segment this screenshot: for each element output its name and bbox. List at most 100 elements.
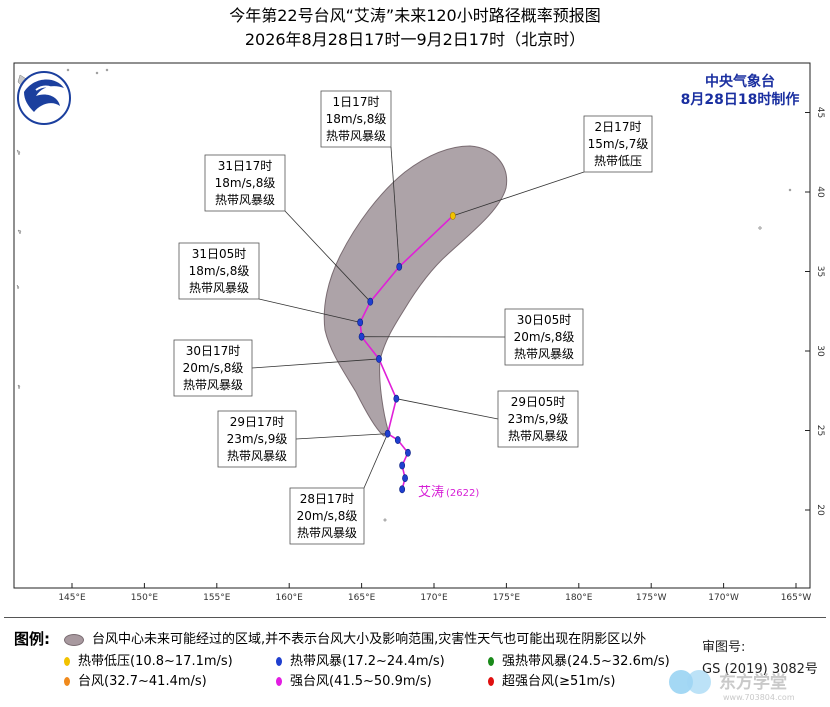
callout-frame [217, 410, 297, 468]
legend-cone: 台风中心未来可能经过的区域,并不表示台风大小及影响范围,灾害性天气也可能出现在阴… [64, 628, 646, 647]
legend-item: 热带低压(10.8~17.1m/s) [64, 650, 233, 669]
callout-level: 热带风暴级 [227, 449, 287, 463]
cma-logo [17, 71, 71, 125]
latitude-labels: 20 25 30 35 40 45 [815, 107, 825, 516]
legend-dot [276, 677, 282, 686]
callout-time: 28日17时 [300, 492, 355, 506]
callout-level: 热带风暴级 [215, 193, 275, 207]
legend-label: 超强台风(≥51m/s) [502, 674, 616, 689]
lon-label: 155°E [203, 593, 231, 603]
callout-leaders [251, 146, 585, 489]
callout-level: 热带风暴级 [508, 429, 568, 443]
longitude-labels: 145°E 150°E 155°E 160°E 165°E 170°E 175°E 180°E… [58, 593, 811, 603]
callout-frame [173, 339, 253, 397]
lon-label: 175°E [493, 593, 521, 603]
legend-label: 台风(32.7~41.4m/s) [78, 674, 207, 689]
lat-label: 30 [815, 345, 825, 357]
legend-cone-text: 台风中心未来可能经过的区域,并不表示台风大小及影响范围,灾害性天气也可能出现在阴… [92, 632, 647, 647]
track-point [405, 448, 411, 457]
callout-wind: 18m/s,8级 [215, 176, 276, 190]
callout-time: 29日17时 [230, 415, 285, 429]
callout-frame [320, 90, 392, 148]
legend-item: 台风(32.7~41.4m/s) [64, 670, 207, 689]
callout-time: 30日05时 [517, 313, 572, 327]
track-point [396, 262, 403, 271]
callout-wind: 20m/s,8级 [514, 330, 575, 344]
watermark-url: www.703804.com [723, 693, 795, 702]
legend-dot [64, 657, 70, 666]
watermark-text: 东方学堂 [719, 672, 787, 693]
callout-time: 2日17时 [595, 120, 642, 134]
callout-frame [504, 308, 584, 366]
callout-wind: 18m/s,8级 [189, 264, 250, 278]
lon-label: 170°E [420, 593, 448, 603]
lat-label: 40 [815, 186, 825, 198]
callout-frame [583, 115, 653, 173]
callout-wind: 18m/s,8级 [326, 112, 387, 126]
typhoon-name: 艾涛 [418, 484, 444, 500]
lon-label: 150°E [131, 593, 159, 603]
callout-level: 热带风暴级 [183, 378, 243, 392]
legend-panel [4, 617, 826, 704]
legend-dot [488, 657, 494, 666]
lat-label: 20 [815, 504, 825, 516]
track-point [393, 394, 400, 403]
cone-swatch [64, 633, 84, 646]
callout-leader [251, 358, 380, 369]
track-point [399, 461, 406, 470]
map-title: 今年第22号台风“艾涛”未来120小时路径概率预报图 [229, 6, 601, 25]
review-number: GS (2019) 3082号 [702, 662, 818, 677]
legend-label: 强热带风暴(24.5~32.6m/s) [502, 654, 670, 669]
callout-wind: 20m/s,8级 [183, 361, 244, 375]
callout-level: 热带低压 [594, 154, 642, 168]
watermark-logo: 东方学堂 www.703804.com [669, 670, 795, 702]
callout-frame [178, 242, 260, 300]
callout-leader [452, 171, 585, 217]
lon-label: 170°W [708, 593, 739, 603]
legend-title: 图例: [14, 630, 50, 648]
callout-wind: 23m/s,9级 [227, 432, 288, 446]
callout-time: 31日17时 [218, 159, 273, 173]
callout-frame [289, 487, 365, 545]
legend-dot [64, 677, 70, 686]
legend-label: 强台风(41.5~50.9m/s) [290, 674, 432, 689]
callout-level: 热带风暴级 [326, 129, 386, 143]
legend-item: 强热带风暴(24.5~32.6m/s) [488, 650, 670, 669]
legend-item: 热带风暴(17.2~24.4m/s) [276, 650, 445, 669]
lon-label: 165°E [348, 593, 376, 603]
agency-name: 中央气象台 [705, 73, 775, 90]
callout-wind: 23m/s,9级 [508, 412, 569, 426]
callout-leader [258, 298, 361, 323]
track-point [384, 429, 391, 438]
map-subtitle: 2026年8月28日17时一9月2日17时（北京时） [244, 30, 586, 49]
callout-level: 热带风暴级 [189, 281, 249, 295]
callout-wind: 15m/s,7级 [588, 137, 649, 151]
probability-cone [323, 145, 508, 437]
legend-item: 超强台风(≥51m/s) [488, 670, 615, 689]
callout-leader [390, 146, 400, 267]
track-point [399, 485, 406, 494]
callout-frame [497, 390, 579, 448]
track-point [449, 211, 456, 220]
callout-wind: 20m/s,8级 [297, 509, 358, 523]
review-label: 审图号: [702, 640, 746, 655]
axis-ticks [71, 112, 810, 588]
legend-dot [276, 657, 282, 666]
callout-leader [396, 398, 499, 420]
track-points [357, 211, 456, 494]
lat-label: 35 [815, 266, 825, 277]
callout-leader [295, 433, 388, 440]
track-point [358, 332, 365, 341]
track-point [357, 318, 364, 327]
lon-label: 180°E [565, 593, 593, 603]
lon-label: 160°E [276, 593, 304, 603]
callout-time: 29日05时 [511, 395, 566, 409]
callout-level: 热带风暴级 [297, 526, 357, 540]
